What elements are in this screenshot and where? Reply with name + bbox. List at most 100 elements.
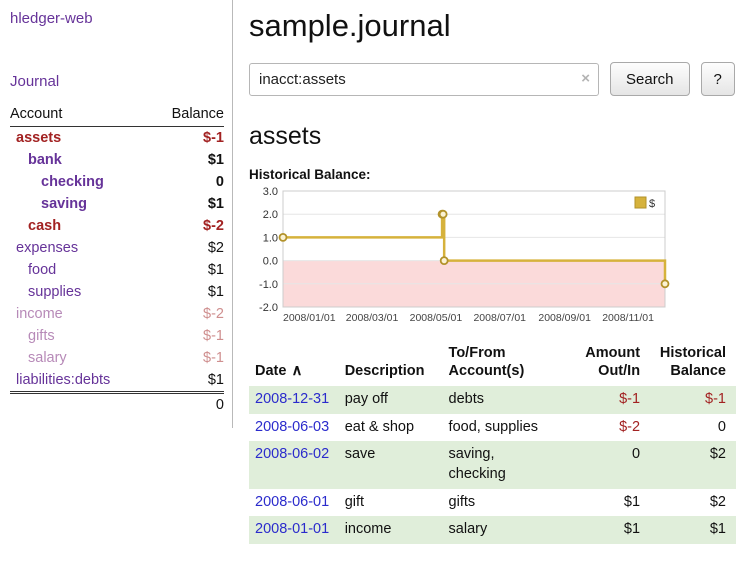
accounts-total-spacer <box>10 391 151 416</box>
svg-text:-2.0: -2.0 <box>259 302 278 314</box>
account-balance: $-1 <box>203 328 224 344</box>
accounts-table: Account Balance assets $-1 bank $1 checking 0… <box>10 104 224 416</box>
account-name-cell: food <box>10 259 151 281</box>
account-name-cell: gifts <box>10 325 151 347</box>
sidebar: hledger-web Journal Account Balance asse… <box>0 0 233 428</box>
svg-text:2008/05/01: 2008/05/01 <box>410 312 463 324</box>
account-link[interactable]: supplies <box>28 284 82 300</box>
account-name-cell: cash <box>10 215 151 237</box>
account-balance: $-2 <box>203 306 224 322</box>
register-date-cell: 2008-06-03 <box>249 414 345 442</box>
register-date-cell: 2008-01-01 <box>249 516 345 544</box>
help-button[interactable]: ? <box>700 62 735 96</box>
account-name-cell: salary <box>10 347 151 369</box>
register-balance-cell: $2 <box>709 493 726 510</box>
register-row: 2008-06-01 gift gifts $1 $2 <box>249 489 736 517</box>
register-col-balance: Historical Balance <box>659 345 726 380</box>
historical-balance-chart: 3.0 2.0 1.0 0.0 -1.0 -2.0 2008/01/01 2008/03/01… <box>259 186 670 324</box>
clear-search-icon[interactable]: × <box>581 69 590 87</box>
account-link[interactable]: income <box>16 306 63 322</box>
register-col-amount: Amount Out/In <box>585 345 641 380</box>
register-balance-cell: $-1 <box>705 391 726 408</box>
svg-text:2008/07/01: 2008/07/01 <box>473 312 526 324</box>
account-name-cell: liabilities:debts <box>10 369 151 393</box>
account-link[interactable]: checking <box>41 174 104 190</box>
search-bar: × Search ? <box>249 62 736 96</box>
account-balance: $-2 <box>203 218 224 234</box>
register-amount-cell: $-1 <box>619 391 641 408</box>
chart-title: Historical Balance: <box>249 167 371 182</box>
account-link[interactable]: bank <box>28 152 62 168</box>
account-row: salary $-1 <box>10 347 224 369</box>
register-date-cell: 2008-06-01 <box>249 489 345 517</box>
register-amount-cell: $1 <box>623 521 641 538</box>
register-row: 2008-12-31 pay off debts $-1 $-1 <box>249 386 736 414</box>
account-link[interactable]: expenses <box>16 240 79 256</box>
search-button[interactable]: Search <box>610 62 690 96</box>
journal-link[interactable]: Journal <box>10 73 60 90</box>
transaction-date-link[interactable]: 2008-06-01 <box>255 493 330 510</box>
transaction-date-link[interactable]: 2008-06-03 <box>255 418 330 435</box>
svg-text:1.0: 1.0 <box>263 232 278 244</box>
register-balance-cell: 0 <box>717 418 726 435</box>
search-box: × <box>249 62 599 96</box>
register-balance-cell: $1 <box>709 521 726 538</box>
account-balance: $1 <box>207 262 224 278</box>
account-link[interactable]: salary <box>28 350 67 366</box>
register-row: 2008-01-01 income salary $1 $1 <box>249 516 736 544</box>
register-row: 2008-06-02 save saving, checking 0 $2 <box>249 441 736 489</box>
register-col-description: Description <box>344 363 425 380</box>
account-name-cell: income <box>10 303 151 325</box>
account-link[interactable]: food <box>28 262 57 278</box>
svg-text:0.0: 0.0 <box>263 256 278 268</box>
register-account-cell: debts <box>448 391 485 408</box>
account-link[interactable]: gifts <box>28 328 55 344</box>
register-description-cell: eat & shop <box>344 418 415 435</box>
register-col-date-label: Date <box>255 362 287 379</box>
main-content: sample.journal × Search ? assets Histori… <box>233 0 742 544</box>
svg-text:2008/01/01: 2008/01/01 <box>283 312 336 324</box>
app-title-link[interactable]: hledger-web <box>10 10 93 27</box>
account-row: supplies $1 <box>10 281 224 303</box>
account-row: cash $-2 <box>10 215 224 237</box>
account-link[interactable]: liabilities:debts <box>16 372 111 388</box>
svg-text:-1.0: -1.0 <box>259 279 278 291</box>
account-row: bank $1 <box>10 149 224 171</box>
transaction-date-link[interactable]: 2008-12-31 <box>255 391 330 408</box>
sort-ascending-icon: ∧ <box>291 361 303 379</box>
transaction-date-link[interactable]: 2008-06-02 <box>255 446 330 463</box>
svg-text:2008/03/01: 2008/03/01 <box>346 312 399 324</box>
svg-text:2008/09/01: 2008/09/01 <box>538 312 591 324</box>
account-balance: $-1 <box>203 350 224 366</box>
search-input[interactable] <box>249 62 599 96</box>
account-name-cell: assets <box>10 127 151 150</box>
account-row: income $-2 <box>10 303 224 325</box>
svg-text:2.0: 2.0 <box>263 209 278 221</box>
register-date-cell: 2008-12-31 <box>249 386 345 414</box>
account-row: gifts $-1 <box>10 325 224 347</box>
account-row: saving $1 <box>10 193 224 215</box>
account-link[interactable]: assets <box>16 130 62 146</box>
register-date-cell: 2008-06-02 <box>249 441 345 488</box>
account-balance: 0 <box>215 174 224 190</box>
register-header-row: Date ∧ Description To/From Account(s) Amo… <box>249 341 736 386</box>
register-col-date[interactable]: Date ∧ <box>249 341 345 386</box>
account-row: checking 0 <box>10 171 224 193</box>
register-col-account: To/From Account(s) <box>448 345 525 380</box>
register-description-cell: gift <box>344 493 365 510</box>
account-balance: $1 <box>207 152 224 168</box>
account-name-cell: checking <box>10 171 151 193</box>
register-amount-cell: $-2 <box>619 418 641 435</box>
svg-text:$: $ <box>649 198 655 210</box>
register-account-cell: food, supplies <box>448 418 539 435</box>
account-row: expenses $2 <box>10 237 224 259</box>
account-balance: $2 <box>207 240 224 256</box>
account-link[interactable]: cash <box>28 218 62 234</box>
register-account-cell: gifts <box>448 493 476 510</box>
account-link[interactable]: saving <box>41 196 87 212</box>
account-name-cell: expenses <box>10 237 151 259</box>
account-balance: $1 <box>207 284 224 300</box>
accounts-col-account: Account <box>10 104 151 127</box>
accounts-total-balance: 0 <box>150 391 224 416</box>
transaction-date-link[interactable]: 2008-01-01 <box>255 521 330 538</box>
